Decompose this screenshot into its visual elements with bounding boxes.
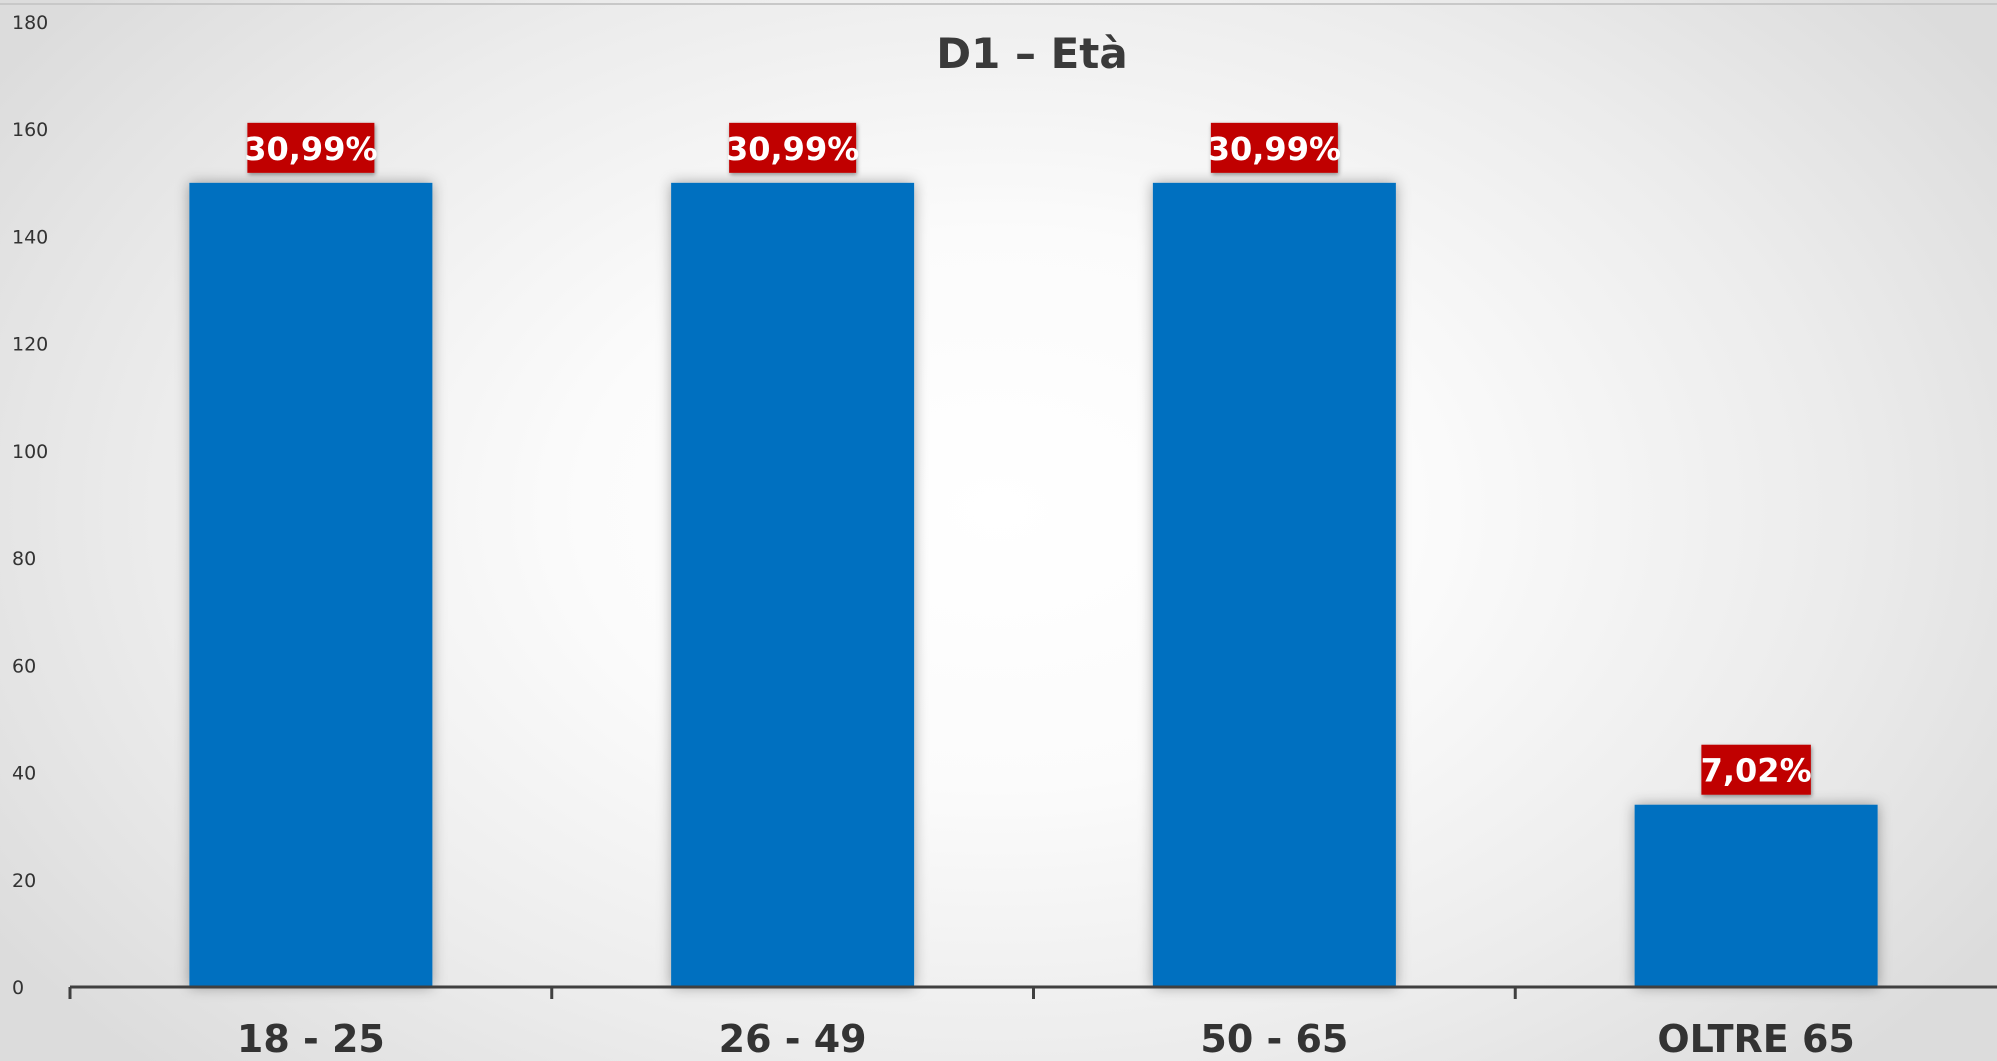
y-tick-label: 20 bbox=[12, 870, 36, 892]
x-category-label: 50 - 65 bbox=[1200, 1017, 1348, 1061]
bar bbox=[1152, 182, 1396, 988]
bars bbox=[189, 182, 1878, 988]
y-tick-label: 40 bbox=[12, 763, 36, 785]
x-category-label: OLTRE 65 bbox=[1657, 1017, 1854, 1061]
bar bbox=[1634, 804, 1878, 987]
y-tick-label: 120 bbox=[12, 334, 48, 356]
x-axis bbox=[68, 985, 1997, 999]
y-axis-ticks: 0 20 40 60 80 100 120 140 160 180 bbox=[12, 12, 48, 999]
data-label-box bbox=[1701, 744, 1811, 795]
y-tick-label: 80 bbox=[12, 548, 36, 570]
data-label: 30,99% bbox=[244, 130, 377, 168]
data-label-box bbox=[729, 122, 857, 173]
x-category-label: 18 - 25 bbox=[237, 1017, 385, 1061]
x-category-label: 26 - 49 bbox=[719, 1017, 867, 1061]
data-label: 30,99% bbox=[726, 130, 859, 168]
bar bbox=[671, 182, 915, 988]
y-tick-label: 0 bbox=[12, 977, 24, 999]
data-label-box bbox=[1210, 122, 1338, 173]
y-tick-label: 160 bbox=[12, 119, 48, 141]
y-tick-label: 180 bbox=[12, 12, 48, 34]
y-tick-label: 100 bbox=[12, 441, 48, 463]
category-labels: 18 - 25 26 - 49 50 - 65 OLTRE 65 bbox=[237, 1017, 1855, 1061]
data-labels: 30,99% 30,99% 30,99% 7,02% bbox=[244, 122, 1812, 795]
bar bbox=[189, 182, 433, 988]
data-label: 30,99% bbox=[1208, 130, 1341, 168]
chart-title: D1 – Età bbox=[936, 29, 1127, 78]
data-label: 7,02% bbox=[1701, 752, 1812, 790]
y-tick-label: 60 bbox=[12, 655, 36, 677]
y-tick-label: 140 bbox=[12, 226, 48, 248]
data-label-box bbox=[247, 122, 375, 173]
